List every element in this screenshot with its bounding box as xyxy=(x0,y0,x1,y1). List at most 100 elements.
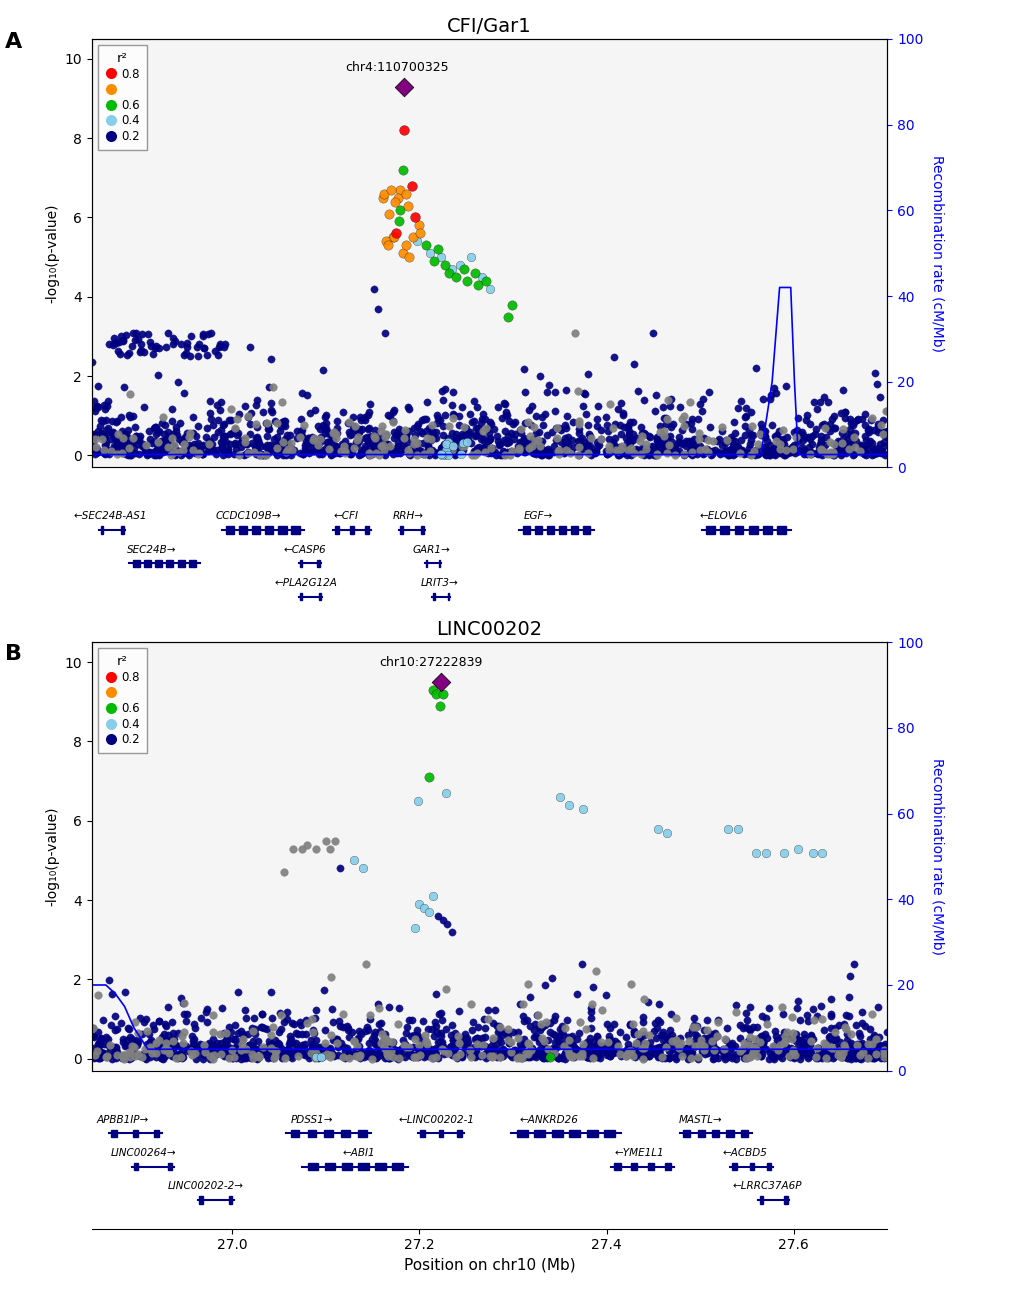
Point xyxy=(744,425,760,446)
Point xyxy=(840,987,856,1008)
Point xyxy=(385,428,401,448)
Point xyxy=(822,989,839,1010)
Point xyxy=(400,1044,417,1065)
Point xyxy=(151,337,167,358)
Point xyxy=(307,1008,323,1028)
Point xyxy=(763,1045,780,1066)
Point xyxy=(800,1046,816,1067)
Point xyxy=(384,411,400,432)
Point xyxy=(852,1048,868,1069)
Point xyxy=(532,1014,548,1035)
Text: ←ELOVL6: ←ELOVL6 xyxy=(699,511,747,521)
Point xyxy=(390,425,407,446)
Point xyxy=(691,436,707,456)
Point xyxy=(352,407,368,428)
Point xyxy=(285,1041,302,1062)
Point xyxy=(278,445,294,465)
Point xyxy=(258,434,274,455)
Bar xyxy=(101,526,103,534)
Point xyxy=(140,324,156,344)
Point xyxy=(249,443,265,464)
Point xyxy=(359,404,375,425)
Point xyxy=(598,443,614,464)
Point xyxy=(363,443,379,464)
Point xyxy=(532,1039,548,1060)
Point xyxy=(146,417,162,438)
Point xyxy=(114,1046,130,1067)
Point xyxy=(780,443,796,464)
Point xyxy=(550,1035,567,1056)
Point xyxy=(520,400,536,421)
Point xyxy=(122,1037,139,1058)
Bar xyxy=(766,1164,770,1170)
Point xyxy=(400,399,417,420)
Point xyxy=(416,1044,432,1065)
Point xyxy=(534,1048,550,1069)
Point xyxy=(142,1039,158,1060)
Point xyxy=(555,1036,572,1057)
Point xyxy=(661,1032,678,1053)
Point xyxy=(737,398,753,419)
Point xyxy=(280,437,297,458)
Point xyxy=(174,1046,191,1067)
Point xyxy=(433,247,449,268)
Point xyxy=(508,436,525,456)
Point xyxy=(744,1043,760,1063)
Point xyxy=(855,1037,871,1058)
Point xyxy=(486,1037,502,1058)
Point xyxy=(564,1035,580,1056)
Point xyxy=(772,1043,789,1063)
Point xyxy=(233,1045,250,1066)
Point xyxy=(531,1043,547,1063)
Point xyxy=(865,1041,881,1062)
Point xyxy=(394,1030,411,1050)
Point xyxy=(249,390,265,411)
Point xyxy=(149,443,165,464)
Point xyxy=(415,1046,431,1067)
Point xyxy=(189,437,205,458)
Point xyxy=(221,424,237,445)
Point xyxy=(722,1037,739,1058)
Point xyxy=(366,1034,382,1054)
Point xyxy=(692,441,708,462)
Point xyxy=(125,430,142,451)
Point xyxy=(200,324,216,344)
Point xyxy=(250,441,266,462)
Point xyxy=(266,1040,282,1061)
Point xyxy=(654,396,671,417)
Point xyxy=(806,424,822,445)
Point xyxy=(774,1004,791,1024)
Point xyxy=(278,424,294,445)
Point xyxy=(458,1028,474,1049)
Point xyxy=(803,434,819,455)
Point xyxy=(495,442,512,463)
Point xyxy=(195,324,211,344)
Point xyxy=(447,266,464,287)
Point xyxy=(649,818,665,839)
Point xyxy=(274,1043,290,1063)
Point xyxy=(200,436,216,456)
Point xyxy=(562,442,579,463)
Point xyxy=(132,342,149,363)
Point xyxy=(654,1030,671,1050)
Point xyxy=(92,1048,108,1069)
Point xyxy=(272,432,288,452)
Point xyxy=(628,438,644,459)
Point xyxy=(187,1043,204,1063)
Point xyxy=(126,1037,143,1058)
Point xyxy=(833,1046,849,1067)
Point xyxy=(752,1045,768,1066)
Point xyxy=(360,429,376,450)
Point xyxy=(507,442,524,463)
Point xyxy=(149,436,165,456)
Point xyxy=(87,390,103,411)
Point xyxy=(757,445,773,465)
Point xyxy=(814,439,830,460)
Point xyxy=(733,441,749,462)
Point xyxy=(641,441,657,462)
Point xyxy=(94,429,110,450)
Point xyxy=(417,1030,433,1050)
Point xyxy=(246,1008,262,1028)
Point xyxy=(122,1046,139,1067)
Point xyxy=(195,1048,211,1069)
